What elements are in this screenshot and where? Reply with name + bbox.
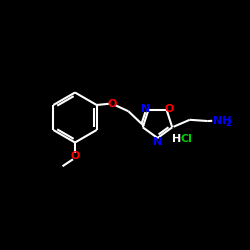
Text: O: O <box>70 151 80 161</box>
Text: NH: NH <box>213 116 232 126</box>
Text: O: O <box>165 104 174 114</box>
Text: N: N <box>153 137 162 147</box>
Text: H: H <box>172 134 181 144</box>
Text: N: N <box>141 104 150 114</box>
Text: Cl: Cl <box>181 134 193 144</box>
Text: 2: 2 <box>225 118 231 128</box>
Text: O: O <box>108 99 117 109</box>
